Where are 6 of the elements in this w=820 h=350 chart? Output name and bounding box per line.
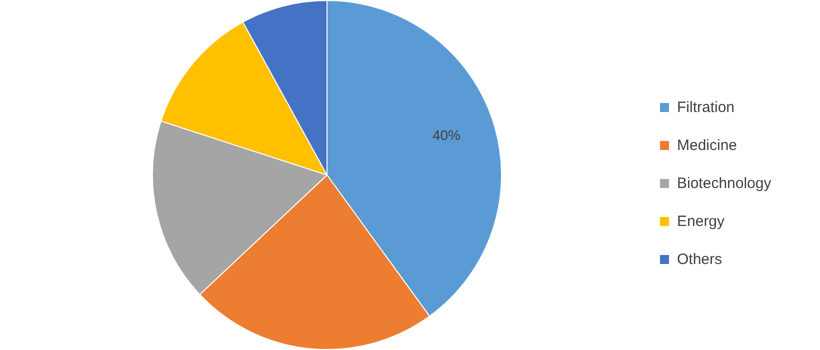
legend-label: Biotechnology — [677, 174, 772, 192]
data-label: 40% — [432, 127, 461, 144]
legend-label: Energy — [677, 212, 725, 230]
legend-label: Others — [677, 250, 722, 268]
legend-label: Medicine — [677, 136, 738, 154]
legend-label: Filtration — [677, 98, 735, 116]
